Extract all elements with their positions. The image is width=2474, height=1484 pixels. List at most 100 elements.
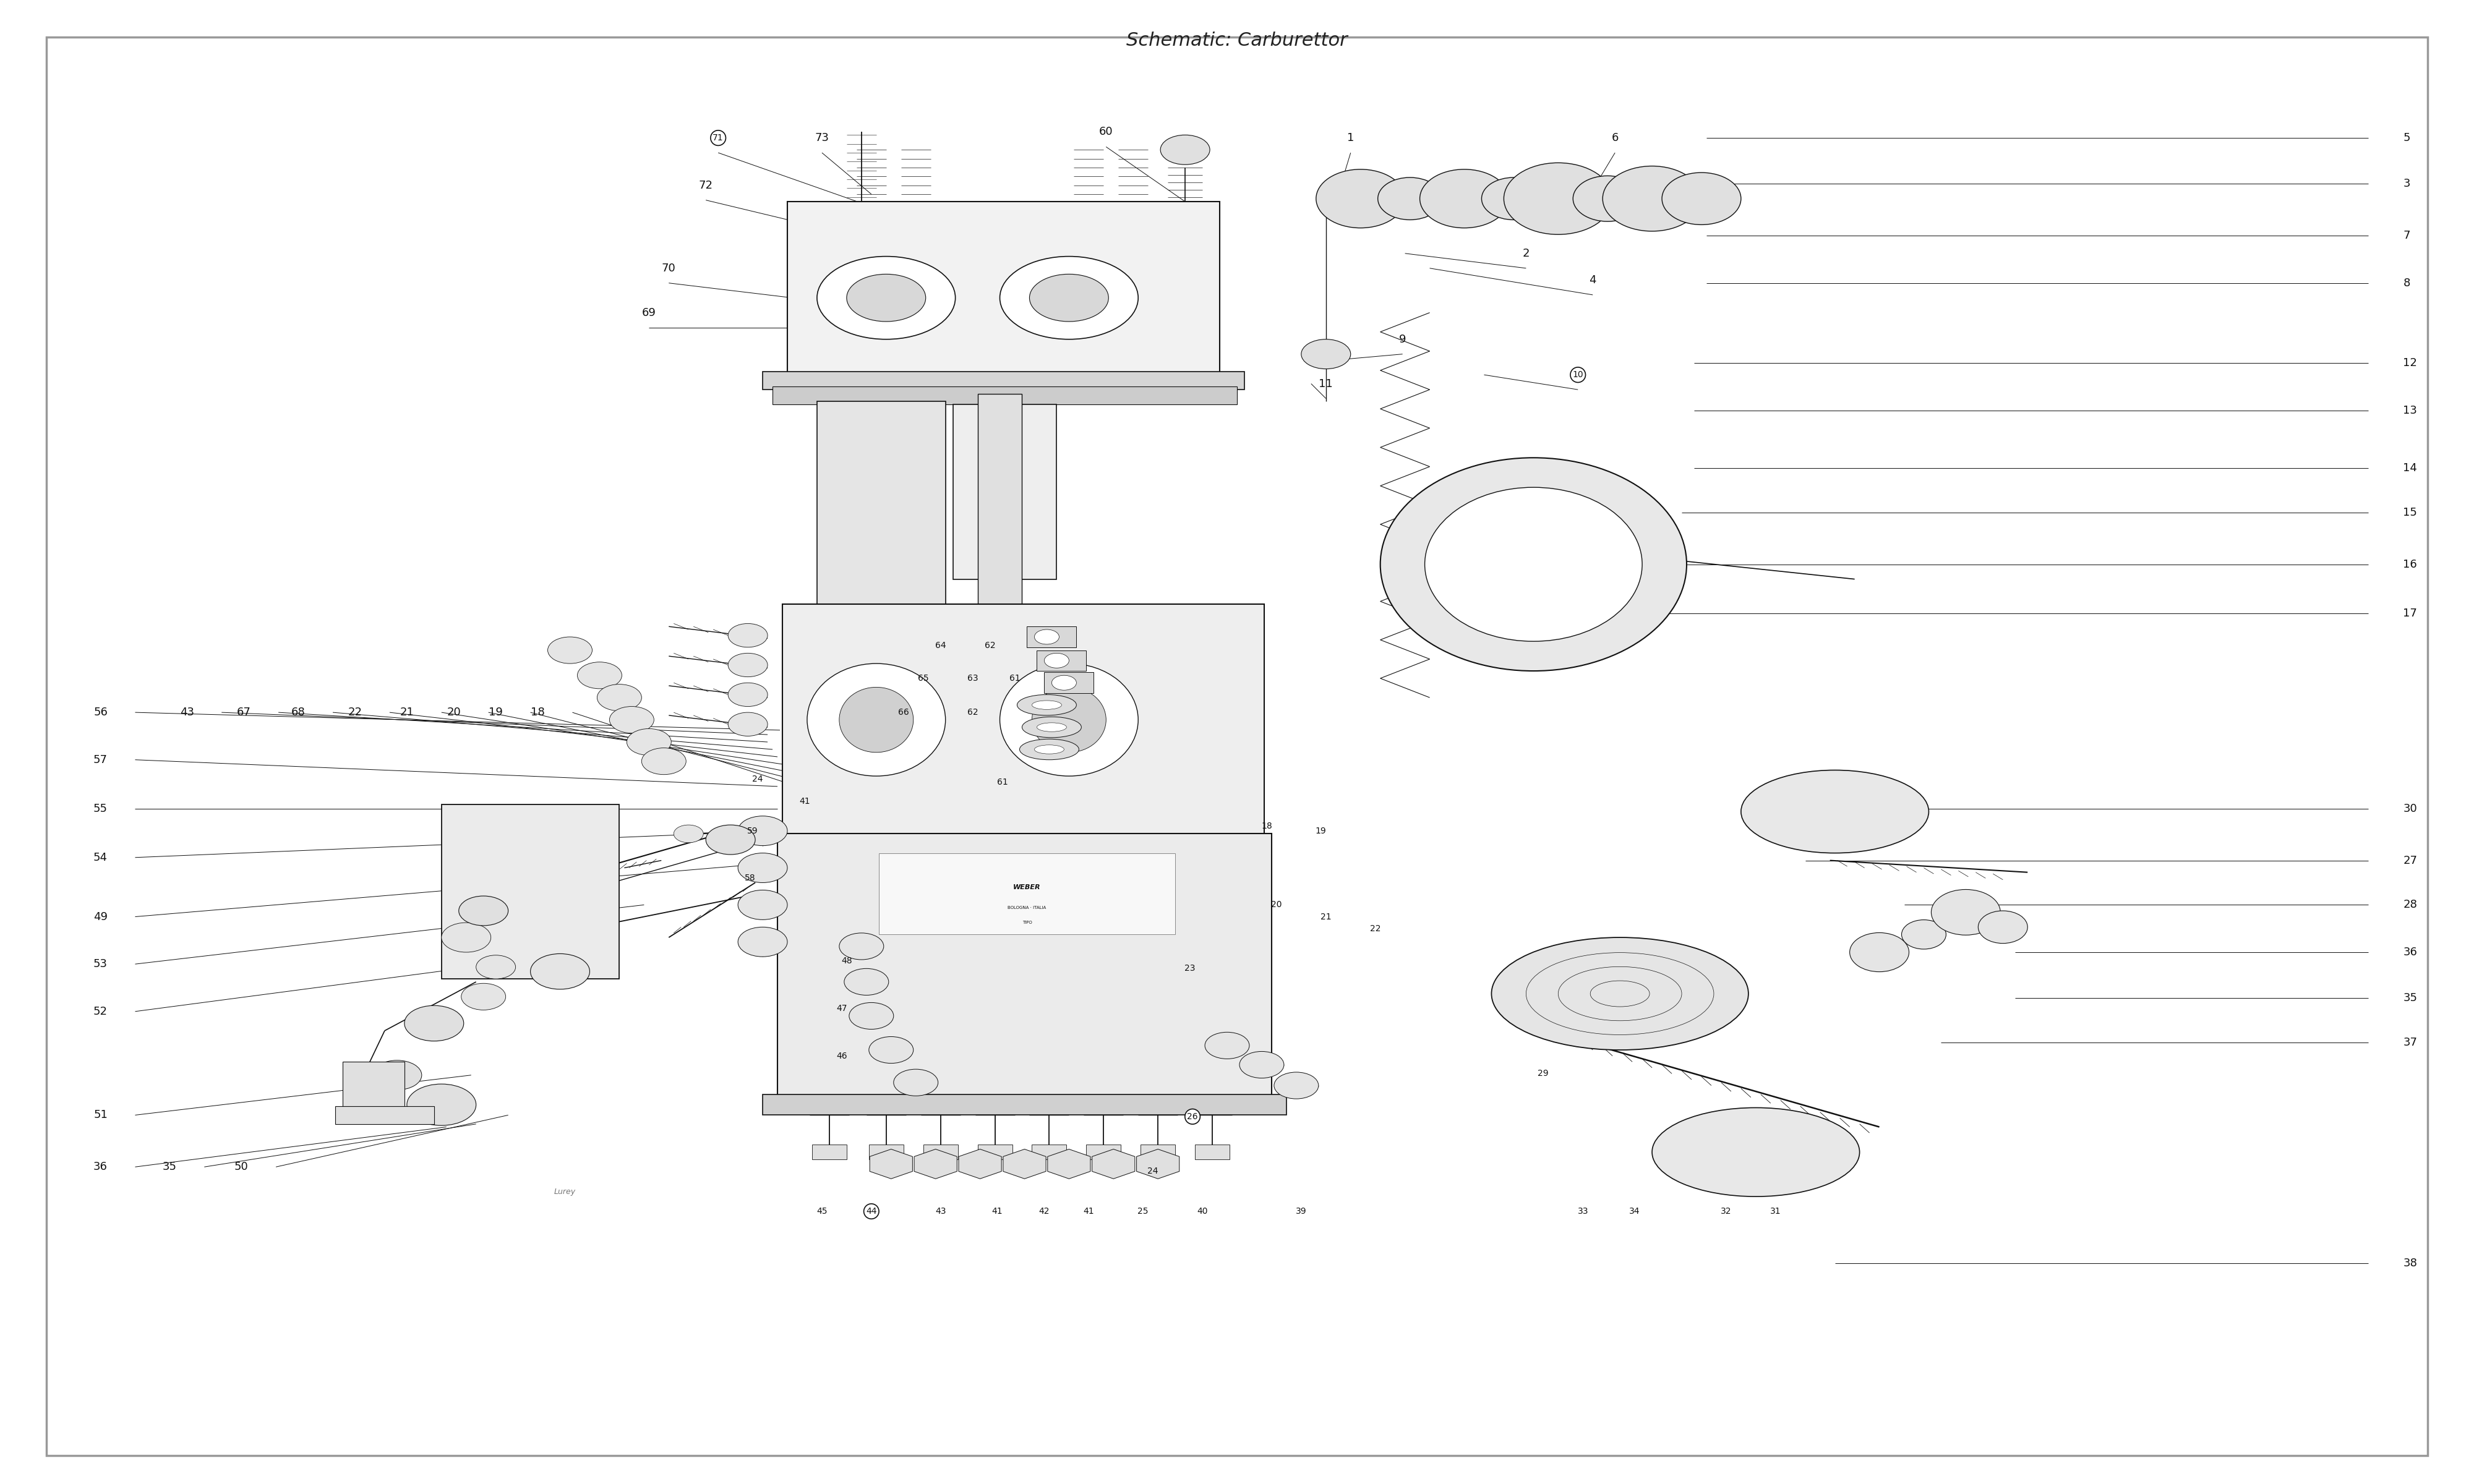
Text: 43: 43 xyxy=(181,706,193,718)
Text: 21: 21 xyxy=(401,706,413,718)
Text: 20: 20 xyxy=(1272,901,1282,910)
Circle shape xyxy=(893,1068,938,1095)
Circle shape xyxy=(727,683,767,706)
FancyBboxPatch shape xyxy=(762,372,1244,390)
Circle shape xyxy=(403,1006,463,1042)
Circle shape xyxy=(1034,629,1059,644)
Text: 36: 36 xyxy=(2402,947,2417,957)
Circle shape xyxy=(440,923,490,953)
Circle shape xyxy=(529,954,589,990)
FancyBboxPatch shape xyxy=(868,1144,903,1159)
Circle shape xyxy=(1160,135,1210,165)
Ellipse shape xyxy=(1032,687,1106,752)
Ellipse shape xyxy=(1019,739,1079,760)
Ellipse shape xyxy=(999,663,1138,776)
Text: 22: 22 xyxy=(349,706,361,718)
FancyBboxPatch shape xyxy=(816,402,945,608)
Circle shape xyxy=(849,1003,893,1030)
Ellipse shape xyxy=(1932,889,2001,935)
Text: 66: 66 xyxy=(898,708,908,717)
Text: 24: 24 xyxy=(1148,1166,1158,1175)
Text: 22: 22 xyxy=(1371,925,1380,933)
FancyBboxPatch shape xyxy=(440,804,618,979)
Text: 36: 36 xyxy=(94,1162,106,1172)
Circle shape xyxy=(460,984,505,1011)
Ellipse shape xyxy=(1903,920,1947,950)
Text: TIPO: TIPO xyxy=(1022,920,1032,925)
Circle shape xyxy=(406,1083,475,1125)
Text: 2: 2 xyxy=(1522,248,1529,260)
Ellipse shape xyxy=(1022,717,1081,738)
FancyBboxPatch shape xyxy=(1027,626,1076,647)
Circle shape xyxy=(737,853,787,883)
Ellipse shape xyxy=(1378,178,1442,220)
Circle shape xyxy=(641,748,685,775)
Ellipse shape xyxy=(1653,1107,1860,1196)
Ellipse shape xyxy=(839,687,913,752)
Text: 19: 19 xyxy=(1316,827,1326,835)
Text: 4: 4 xyxy=(1588,275,1596,285)
Circle shape xyxy=(371,1061,421,1089)
Text: 71: 71 xyxy=(713,134,722,142)
Ellipse shape xyxy=(807,663,945,776)
Text: 68: 68 xyxy=(292,706,304,718)
Ellipse shape xyxy=(1380,457,1687,671)
Text: 51: 51 xyxy=(94,1110,106,1120)
Ellipse shape xyxy=(1742,770,1930,853)
Ellipse shape xyxy=(1482,178,1546,220)
Ellipse shape xyxy=(1663,172,1742,224)
Ellipse shape xyxy=(1032,700,1061,709)
Text: 60: 60 xyxy=(1098,126,1113,138)
Ellipse shape xyxy=(1420,169,1509,229)
Text: 15: 15 xyxy=(2402,508,2417,518)
Text: 11: 11 xyxy=(1319,378,1333,389)
Circle shape xyxy=(839,933,883,960)
Text: 18: 18 xyxy=(1262,822,1272,831)
Text: 43: 43 xyxy=(935,1206,945,1215)
Text: 12: 12 xyxy=(2402,358,2417,368)
Text: 69: 69 xyxy=(641,307,656,318)
Circle shape xyxy=(868,1037,913,1063)
Circle shape xyxy=(576,662,621,689)
Text: 55: 55 xyxy=(94,803,109,815)
Text: 41: 41 xyxy=(1084,1206,1094,1215)
Circle shape xyxy=(727,653,767,677)
Text: 28: 28 xyxy=(2402,899,2417,910)
Circle shape xyxy=(727,712,767,736)
Text: 50: 50 xyxy=(235,1162,247,1172)
Text: 70: 70 xyxy=(661,263,675,273)
Text: 18: 18 xyxy=(532,706,544,718)
Ellipse shape xyxy=(999,257,1138,340)
Text: WEBER: WEBER xyxy=(1014,884,1042,890)
Text: 9: 9 xyxy=(1398,334,1405,344)
Text: 57: 57 xyxy=(94,754,109,766)
Text: 52: 52 xyxy=(94,1006,109,1017)
Text: 3: 3 xyxy=(2402,178,2410,190)
Text: 8: 8 xyxy=(2402,278,2410,288)
Ellipse shape xyxy=(1425,487,1643,641)
FancyBboxPatch shape xyxy=(977,1144,1012,1159)
Text: 14: 14 xyxy=(2402,463,2417,473)
Text: 42: 42 xyxy=(1039,1206,1049,1215)
Text: 20: 20 xyxy=(448,706,460,718)
Ellipse shape xyxy=(1504,163,1613,234)
FancyBboxPatch shape xyxy=(923,1144,957,1159)
Ellipse shape xyxy=(1492,938,1749,1051)
FancyBboxPatch shape xyxy=(878,853,1175,935)
Text: 54: 54 xyxy=(94,852,109,864)
Ellipse shape xyxy=(1851,933,1910,972)
Circle shape xyxy=(673,825,703,843)
Text: 67: 67 xyxy=(238,706,250,718)
Text: 30: 30 xyxy=(2402,803,2417,815)
Ellipse shape xyxy=(1017,695,1076,715)
Circle shape xyxy=(737,816,787,846)
Text: 59: 59 xyxy=(747,827,757,835)
Circle shape xyxy=(475,956,515,979)
Text: 46: 46 xyxy=(836,1052,846,1060)
Text: 7: 7 xyxy=(2402,230,2410,242)
Text: 65: 65 xyxy=(918,674,928,683)
Text: 39: 39 xyxy=(1296,1206,1306,1215)
Ellipse shape xyxy=(1573,175,1643,221)
Text: 47: 47 xyxy=(836,1005,846,1012)
Text: 44: 44 xyxy=(866,1206,876,1215)
